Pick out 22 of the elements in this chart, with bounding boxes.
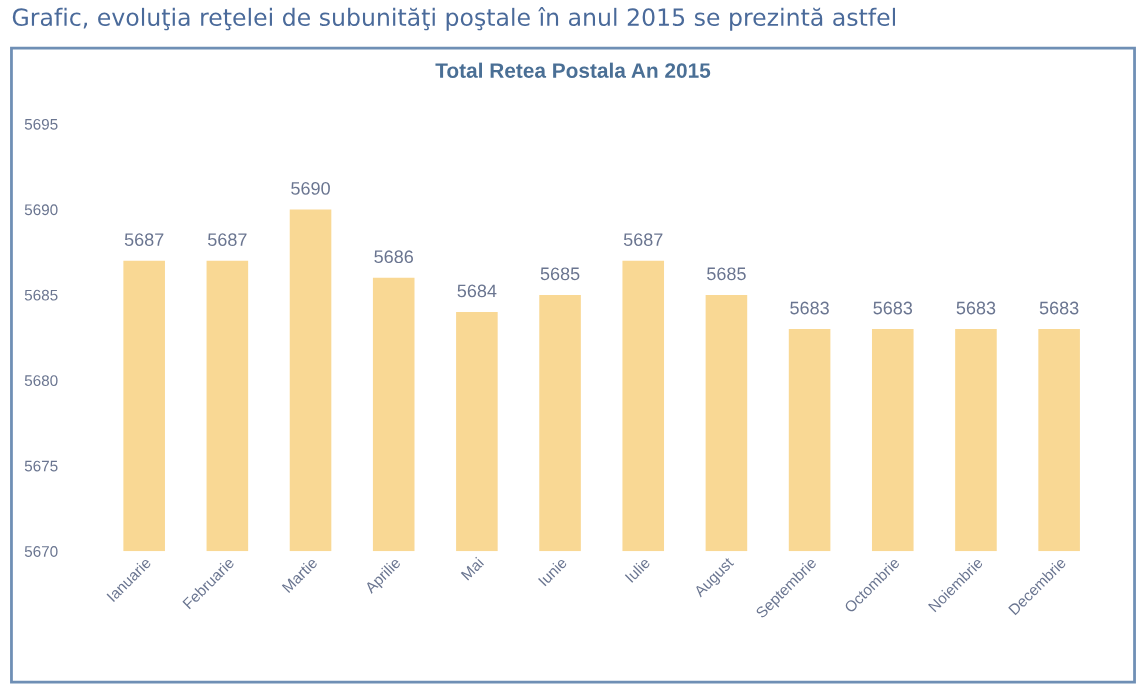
x-tick-label: Mai — [460, 556, 485, 581]
data-label: 5685 — [707, 267, 746, 281]
y-tick-label: 5695 — [24, 118, 58, 130]
data-label: 5687 — [124, 233, 164, 247]
y-tick-label: 5670 — [24, 546, 58, 557]
chart-title: Total Retea Postala An 2015 — [435, 62, 711, 78]
data-label: 5690 — [291, 181, 330, 195]
data-label: 5684 — [457, 284, 497, 298]
data-label: 5687 — [623, 233, 663, 247]
y-tick-label: 5685 — [24, 289, 58, 301]
y-tick-label: 5690 — [24, 204, 58, 216]
data-label: 5683 — [790, 301, 829, 315]
data-label: 5687 — [207, 233, 247, 247]
data-label: 5683 — [956, 301, 996, 315]
text: Grafic, evoluţia reţelei de subunităţi poştale în anul 2015 se prezintă astfel — [12, 6, 896, 31]
y-tick-label: 5680 — [24, 375, 58, 387]
x-tick-label: Iulie — [624, 556, 651, 583]
y-tick-label: 5675 — [24, 460, 58, 472]
data-label: 5686 — [374, 250, 413, 264]
data-label: 5685 — [540, 267, 580, 281]
data-label: 5683 — [1039, 301, 1079, 315]
data-label: 5683 — [873, 301, 913, 315]
